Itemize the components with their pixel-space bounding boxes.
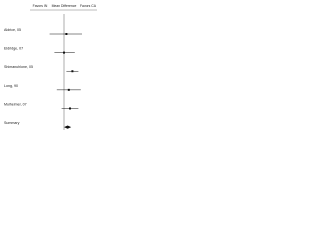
page: {"chart_data": {"type": "forest", "title… [0,0,100,140]
study-label: Mulheimer, 07 [4,102,27,106]
study-label: Aldrice, 05 [4,28,21,32]
left-label: Favors IN [33,4,48,8]
study-label: Long, 90 [4,84,18,88]
point-estimate [71,70,74,73]
study-label: Shimanuhlone, 05 [4,65,33,69]
point-estimate [63,51,65,54]
point-estimate [67,88,70,91]
point-estimate [69,107,71,110]
study-label: Eldridge, 07 [4,47,23,51]
study-label: Summary [4,121,20,125]
summary-diamond [64,125,72,129]
point-estimate [65,33,68,35]
chart-title: Mean Difference [52,4,77,8]
right-label: Favors CA [80,4,97,8]
chart: Favors IN Mean Difference Favors CA Aldr… [4,4,97,130]
